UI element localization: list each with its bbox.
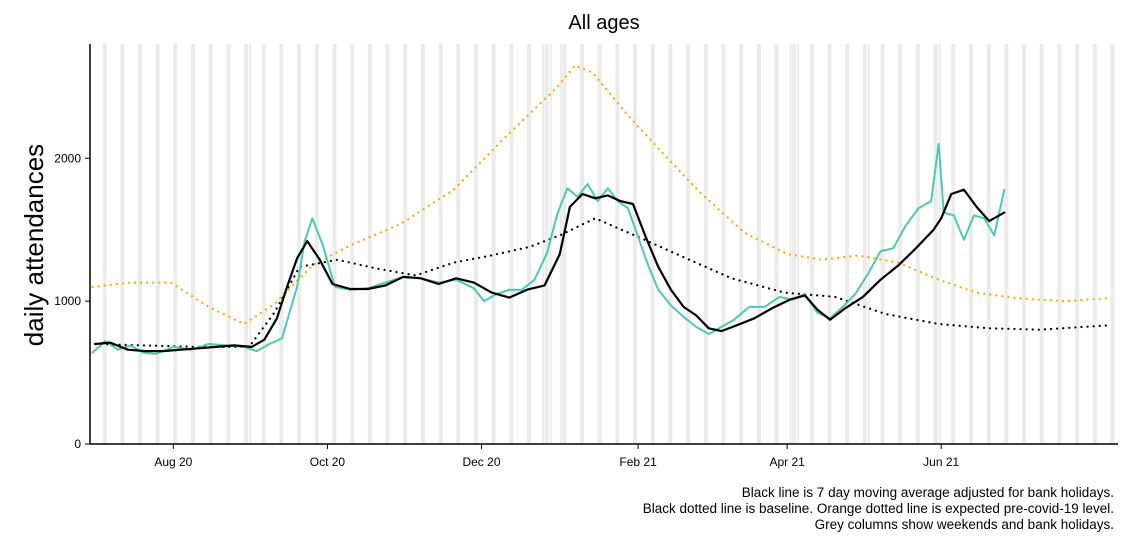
- weekend-column: [244, 44, 249, 444]
- weekend-column: [969, 44, 973, 444]
- chart-caption: Black line is 7 day moving average adjus…: [643, 485, 1114, 533]
- weekend-column: [527, 44, 531, 444]
- weekend-column: [615, 44, 620, 444]
- chart-title: All ages: [568, 12, 639, 34]
- weekend-column: [155, 44, 160, 444]
- weekend-column: [332, 44, 337, 444]
- bank-holiday-column: [549, 44, 552, 444]
- x-tick-label: Aug 20: [154, 455, 192, 469]
- weekend-column: [633, 44, 637, 444]
- weekend-column: [1039, 44, 1044, 444]
- weekend-column: [668, 44, 673, 444]
- weekend-column: [721, 44, 726, 444]
- bank-holiday-column: [249, 44, 252, 444]
- weekend-column: [1057, 44, 1062, 444]
- weekend-column: [367, 44, 372, 444]
- weekend-column: [703, 44, 708, 444]
- weekend-column: [915, 44, 920, 444]
- weekend-column: [385, 44, 390, 444]
- weekend-column: [1075, 44, 1080, 444]
- weekend-column: [739, 44, 744, 444]
- weekend-column: [827, 44, 832, 444]
- weekend-column: [1004, 44, 1009, 444]
- weekend-column: [509, 44, 514, 444]
- y-tick-label: 1000: [54, 294, 81, 308]
- y-tick-label: 2000: [54, 151, 81, 165]
- caption-line-3: Grey columns show weekends and bank holi…: [814, 517, 1114, 532]
- weekend-column: [420, 44, 425, 444]
- weekend-column: [1110, 44, 1115, 444]
- weekend-column: [933, 44, 938, 444]
- weekend-column: [438, 44, 443, 444]
- weekend-column: [986, 44, 991, 444]
- weekend-column: [597, 44, 602, 444]
- weekend-column: [120, 44, 125, 444]
- weekend-column: [208, 44, 213, 444]
- x-tick-label: Dec 20: [462, 455, 500, 469]
- caption-line-2: Black dotted line is baseline. Orange do…: [642, 501, 1114, 516]
- x-tick-label: Jun 21: [923, 455, 959, 469]
- weekend-column: [314, 44, 319, 444]
- bank-holiday-column: [797, 44, 800, 444]
- weekend-column: [862, 44, 867, 444]
- weekend-column: [1092, 44, 1097, 444]
- weekend-column: [951, 44, 956, 444]
- bank-holiday-column: [559, 44, 562, 444]
- x-tick-label: Apr 21: [769, 455, 805, 469]
- bank-holiday-column: [542, 44, 545, 444]
- weekend-column: [544, 44, 549, 444]
- x-tick-label: Oct 20: [310, 455, 346, 469]
- weekend-column: [1022, 44, 1026, 444]
- weekend-column: [756, 44, 761, 444]
- series-line-baseline: [93, 217, 1110, 348]
- y-axis-title: daily attendances: [19, 144, 49, 346]
- weekend-column: [279, 44, 284, 444]
- weekend-column: [774, 44, 779, 444]
- weekend-column: [650, 44, 655, 444]
- weekend-column: [261, 44, 266, 444]
- tick-labels: 0 1000 2000 Aug 20 Oct 20 Dec 20 Feb 21 Apr 21 J…: [54, 151, 959, 469]
- weekend-column: [898, 44, 903, 444]
- bank-holiday-column: [938, 44, 941, 444]
- weekend-column: [173, 44, 178, 444]
- weekend-column: [297, 44, 302, 444]
- weekend-column: [491, 44, 496, 444]
- weekend-column: [102, 44, 107, 444]
- weekend-column: [403, 44, 408, 444]
- weekend-column: [138, 44, 142, 444]
- bank-holiday-column: [867, 44, 870, 444]
- weekend-column: [226, 44, 231, 444]
- caption-line-1: Black line is 7 day moving average adjus…: [741, 485, 1114, 500]
- weekend-column: [580, 44, 584, 444]
- weekend-columns: [102, 44, 1115, 444]
- series-layer: [91, 64, 1110, 355]
- series-line-moving-average: [93, 188, 1006, 353]
- weekend-column: [473, 44, 478, 444]
- bank-holiday-column: [789, 44, 792, 444]
- weekend-column: [845, 44, 850, 444]
- axes: [89, 44, 1118, 445]
- weekend-column: [562, 44, 567, 444]
- weekend-column: [809, 44, 814, 444]
- y-tick-label: 0: [74, 437, 81, 451]
- weekend-column: [792, 44, 797, 444]
- weekend-column: [686, 44, 691, 444]
- weekend-column: [191, 44, 195, 444]
- weekend-column: [456, 44, 461, 444]
- series-line-daily: [91, 143, 1006, 355]
- x-tick-label: Feb 21: [619, 455, 657, 469]
- weekend-column: [880, 44, 885, 444]
